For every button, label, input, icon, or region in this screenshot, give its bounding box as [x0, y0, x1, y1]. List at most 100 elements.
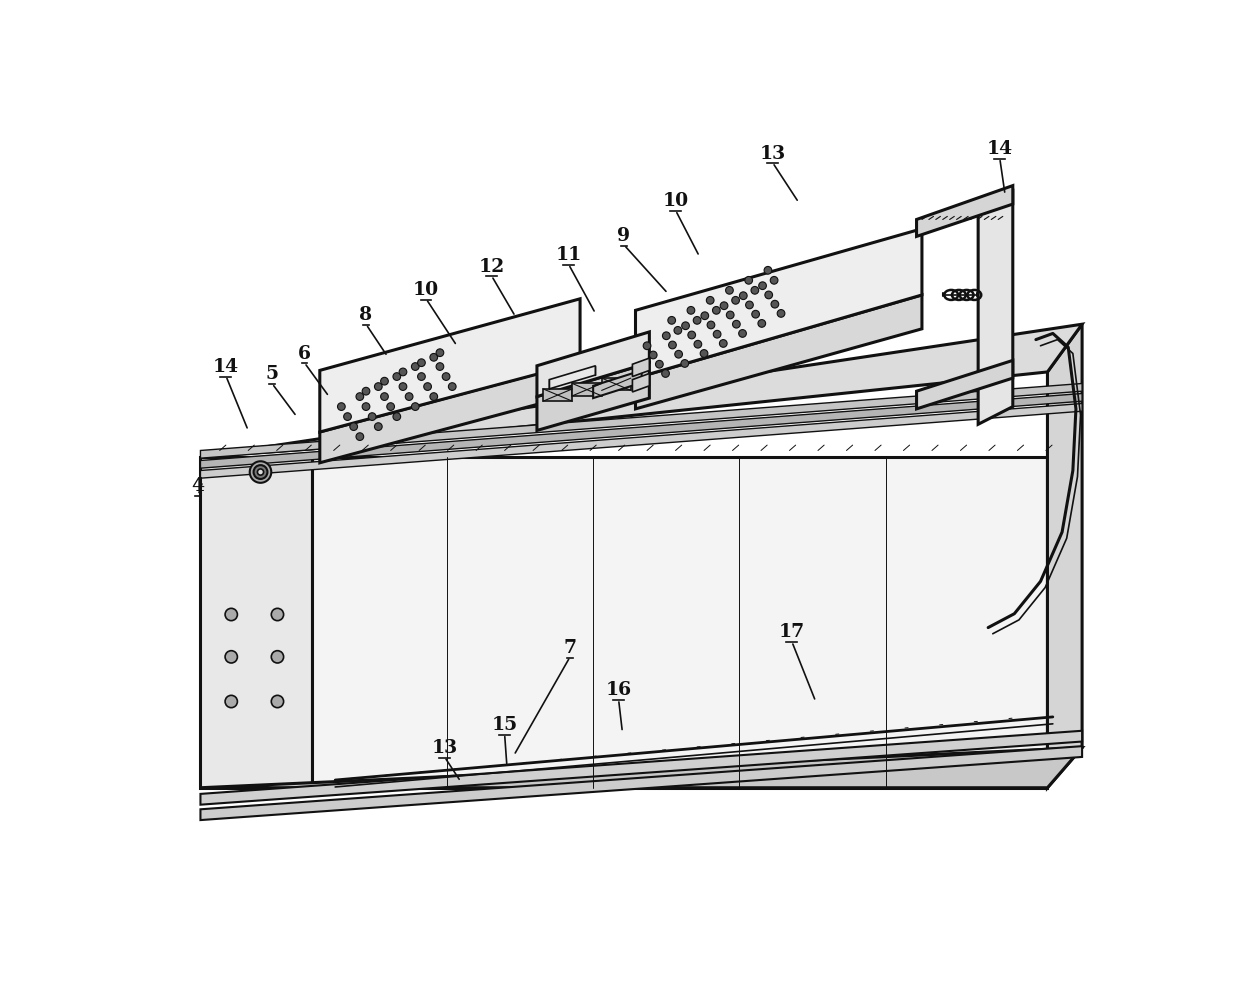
Polygon shape — [537, 332, 650, 397]
Polygon shape — [635, 229, 921, 378]
Circle shape — [381, 377, 388, 385]
Circle shape — [362, 387, 370, 395]
Text: 14: 14 — [213, 357, 239, 376]
Polygon shape — [916, 186, 1013, 237]
Circle shape — [688, 331, 696, 339]
Circle shape — [412, 403, 419, 410]
Polygon shape — [916, 360, 1013, 409]
Circle shape — [764, 266, 771, 274]
Circle shape — [681, 359, 688, 367]
Text: 9: 9 — [618, 227, 630, 245]
Circle shape — [253, 465, 268, 479]
Circle shape — [732, 297, 739, 304]
Circle shape — [693, 316, 701, 324]
Circle shape — [356, 393, 363, 401]
Circle shape — [258, 469, 264, 475]
Circle shape — [249, 462, 272, 483]
Circle shape — [430, 393, 438, 401]
Circle shape — [644, 342, 651, 350]
Polygon shape — [635, 295, 921, 409]
Circle shape — [226, 651, 237, 663]
Circle shape — [720, 301, 728, 309]
Polygon shape — [201, 731, 1083, 804]
Circle shape — [436, 349, 444, 356]
Circle shape — [707, 297, 714, 304]
Polygon shape — [632, 358, 650, 376]
Circle shape — [418, 373, 425, 380]
Circle shape — [656, 360, 663, 368]
Polygon shape — [201, 457, 312, 788]
Circle shape — [765, 291, 773, 299]
Circle shape — [393, 412, 401, 420]
Circle shape — [381, 393, 388, 401]
Circle shape — [272, 651, 284, 663]
Circle shape — [356, 433, 363, 441]
Text: 11: 11 — [556, 246, 582, 264]
Polygon shape — [201, 384, 1083, 459]
Text: 14: 14 — [987, 139, 1013, 158]
Circle shape — [662, 332, 670, 340]
Circle shape — [405, 393, 413, 401]
Circle shape — [662, 369, 670, 377]
Text: 8: 8 — [360, 306, 372, 324]
Circle shape — [719, 340, 727, 348]
Circle shape — [694, 341, 702, 348]
Polygon shape — [201, 394, 1083, 468]
Circle shape — [668, 341, 676, 349]
Circle shape — [412, 362, 419, 370]
Circle shape — [272, 695, 284, 708]
Circle shape — [725, 287, 733, 295]
Polygon shape — [1048, 324, 1083, 788]
Circle shape — [399, 383, 407, 391]
Text: 6: 6 — [298, 345, 311, 362]
Circle shape — [751, 287, 759, 295]
Circle shape — [727, 311, 734, 319]
Polygon shape — [320, 299, 580, 432]
Circle shape — [770, 277, 777, 284]
Circle shape — [374, 423, 382, 430]
Circle shape — [745, 277, 753, 284]
Circle shape — [430, 354, 438, 361]
Circle shape — [226, 695, 237, 708]
Circle shape — [687, 306, 694, 314]
Polygon shape — [573, 384, 601, 396]
Circle shape — [393, 373, 401, 380]
Circle shape — [751, 310, 759, 318]
Circle shape — [436, 362, 444, 370]
Text: 16: 16 — [605, 682, 631, 699]
Text: 7: 7 — [563, 639, 577, 657]
Circle shape — [759, 282, 766, 290]
Circle shape — [733, 320, 740, 328]
Polygon shape — [201, 747, 1083, 788]
Text: 10: 10 — [413, 281, 439, 299]
Circle shape — [675, 351, 682, 358]
Circle shape — [350, 423, 357, 430]
Circle shape — [771, 300, 779, 308]
Polygon shape — [201, 404, 1083, 478]
Circle shape — [777, 309, 785, 317]
Polygon shape — [632, 373, 650, 392]
Circle shape — [362, 403, 370, 410]
Circle shape — [443, 373, 450, 380]
Circle shape — [424, 383, 432, 391]
Circle shape — [374, 383, 382, 391]
Polygon shape — [201, 324, 1083, 457]
Polygon shape — [312, 457, 1048, 788]
Circle shape — [668, 316, 676, 324]
Circle shape — [449, 383, 456, 391]
Circle shape — [226, 608, 237, 621]
Circle shape — [739, 292, 748, 300]
Circle shape — [337, 403, 345, 410]
Circle shape — [399, 368, 407, 376]
Polygon shape — [593, 370, 641, 398]
Text: 17: 17 — [779, 624, 805, 641]
Circle shape — [387, 403, 394, 410]
Polygon shape — [978, 191, 1013, 424]
Circle shape — [682, 322, 689, 330]
Circle shape — [343, 412, 351, 420]
Text: 12: 12 — [479, 257, 505, 276]
Text: 4: 4 — [192, 477, 205, 495]
Circle shape — [713, 330, 720, 338]
Polygon shape — [543, 389, 573, 402]
Circle shape — [701, 350, 708, 357]
